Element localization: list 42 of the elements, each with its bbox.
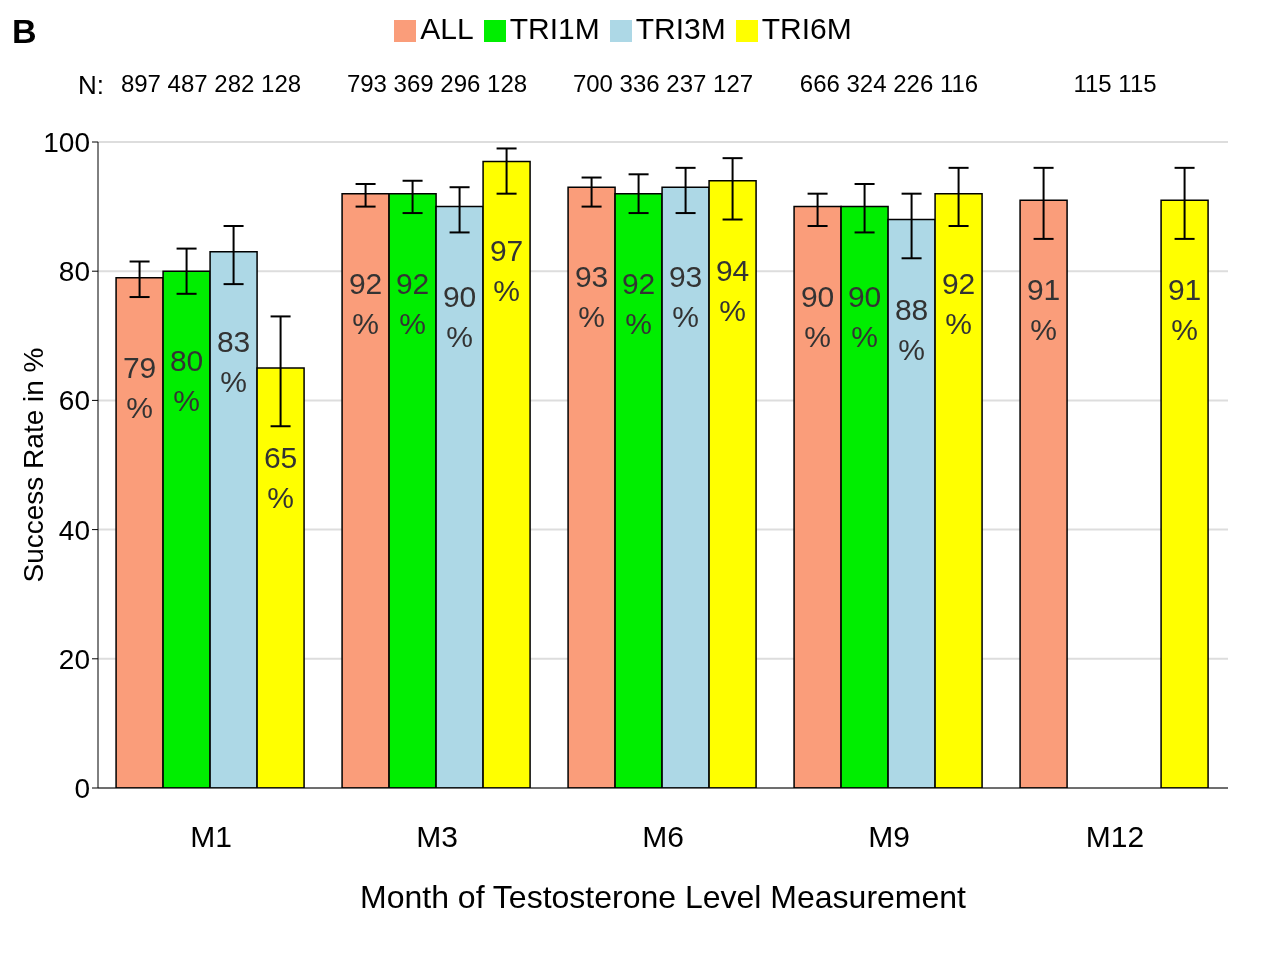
data-label: 92 %: [621, 266, 656, 340]
y-tick-label: 100: [43, 126, 90, 158]
y-tick-label: 40: [58, 514, 90, 546]
data-label: 92 %: [395, 266, 430, 340]
data-label: 94 %: [715, 253, 750, 327]
data-label: 79 %: [122, 350, 157, 424]
legend-label: TRI3M: [635, 12, 726, 45]
text: 897 487 282 128: [120, 70, 302, 97]
data-label: 90 %: [847, 279, 882, 353]
text: B: [12, 12, 37, 51]
y-tick-label: 0: [74, 772, 90, 804]
data-label: 80 %: [169, 344, 204, 418]
data-label: 93 %: [668, 260, 703, 334]
y-axis-title: Success Rate in %: [17, 347, 49, 583]
x-tick-label: M3: [416, 820, 458, 854]
legend-label: TRI1M: [509, 12, 600, 45]
text: 793 369 296 128: [345, 70, 529, 98]
data-label: 91 %: [1026, 273, 1061, 347]
x-axis-title: Month of Testosterone Level Measurement: [360, 879, 967, 915]
text: 666 324 226 116: [798, 70, 980, 98]
data-label: 97 %: [489, 234, 524, 308]
data-label: 65 %: [263, 441, 298, 515]
y-tick-label: 60: [58, 385, 90, 417]
legend-label: ALL: [420, 12, 474, 45]
legend-label: TRI6M: [761, 12, 852, 45]
data-label: 90 %: [442, 279, 477, 353]
x-tick-label: M12: [1085, 820, 1145, 854]
data-label: 93 %: [574, 260, 609, 334]
data-label: 90 %: [800, 279, 835, 353]
x-tick-label: M6: [642, 820, 684, 854]
data-label: 92 %: [941, 266, 976, 340]
data-label: 88 %: [894, 292, 929, 366]
data-label: 91 %: [1167, 273, 1202, 347]
text: N:: [78, 70, 104, 101]
y-tick-label: 20: [58, 643, 90, 675]
x-tick-label: M9: [868, 820, 910, 854]
data-label: 83 %: [216, 324, 251, 398]
text: 700 336 237 127: [571, 70, 755, 98]
x-tick-label: M1: [190, 820, 232, 854]
text: 115 115: [1072, 70, 1158, 98]
data-label: 92 %: [348, 266, 383, 340]
y-tick-label: 80: [58, 256, 90, 288]
